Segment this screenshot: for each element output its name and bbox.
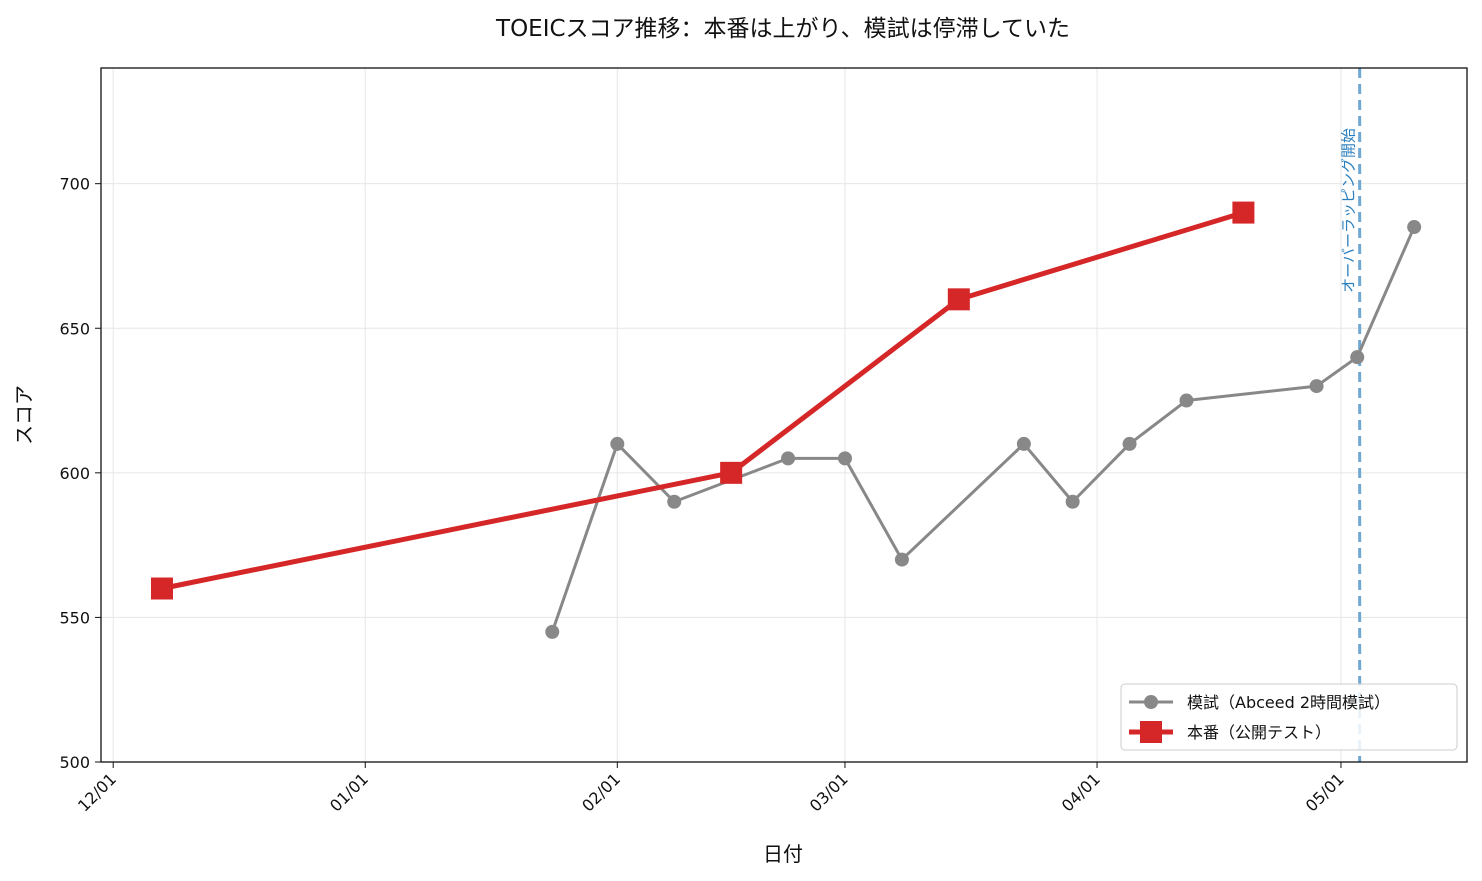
x-tick-label: 02/01 [578,769,624,815]
legend: 模試（Abceed 2時間模試） 本番（公開テスト） [1120,683,1458,751]
y-tick-label: 550 [59,608,90,627]
mock-score-marker [545,624,560,639]
chart-title: TOEICスコア推移：本番は上がり、模試は停滞していた [495,16,1070,42]
exam-score-marker [720,461,743,484]
series-layer [150,201,1422,639]
legend-label: 模試（Abceed 2時間模試） [1187,693,1390,712]
series-line-0 [550,226,1416,633]
y-axis-title: スコア [12,385,36,445]
y-tick-label: 600 [59,464,90,483]
y-tick-label: 500 [59,753,90,772]
legend-swatch-marker [1140,721,1162,743]
x-tick-label: 03/01 [806,769,852,815]
annotation-layer: オーバーラッピング開始 [1340,68,1362,762]
x-axis-title: 日付 [763,842,803,866]
series-line-1 [161,210,1245,591]
mock-score-marker [1309,379,1324,394]
mock-score-marker [1065,494,1080,509]
x-tick-label: 04/01 [1058,769,1104,815]
exam-score-marker [947,288,970,311]
mock-score-marker [1179,393,1194,408]
overlap-start-label: オーバーラッピング開始 [1340,128,1358,293]
legend-swatch-marker [1144,695,1158,709]
exam-score-marker [1232,201,1255,224]
mock-score-marker [610,436,625,451]
y-tick-label: 650 [59,319,90,338]
x-tick-label: 01/01 [326,769,372,815]
mock-score-marker [781,451,796,466]
legend-label: 本番（公開テスト） [1187,723,1331,742]
x-tick-label: 12/01 [74,769,120,815]
mock-score-marker [1016,436,1031,451]
mock-score-marker [837,451,852,466]
mock-score-marker [667,494,682,509]
mock-score-marker [1122,436,1137,451]
legend-box [1120,683,1458,751]
exam-score-marker [150,577,173,600]
mock-score-marker [894,552,909,567]
grid-layer [101,68,1467,763]
plot-frame [100,67,1468,763]
x-tick-label: 05/01 [1302,769,1348,815]
mock-score-marker [1407,220,1422,235]
mock-score-marker [1350,350,1365,365]
y-tick-label: 700 [59,175,90,194]
